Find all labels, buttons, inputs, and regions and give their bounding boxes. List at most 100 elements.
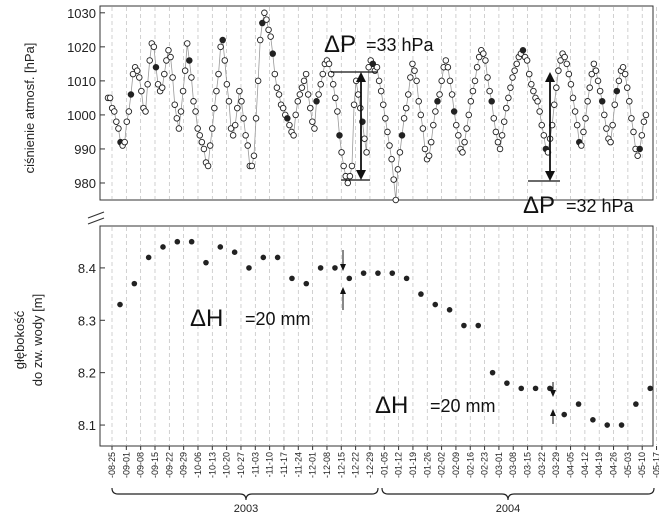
delta-p-annotation-1: ΔP =33 hPa [324, 31, 435, 181]
pressure-point [142, 108, 149, 115]
x-tick-label: -02-16 [465, 452, 475, 478]
pressure-point [628, 115, 635, 122]
pressure-point-filled [313, 98, 320, 105]
depth-point [389, 270, 396, 276]
pressure-point [565, 70, 573, 78]
pressure-point [390, 176, 397, 183]
x-tick-label: -12-01 [308, 452, 318, 478]
top-y-tick-label: 1000 [67, 108, 96, 123]
pressure-point [417, 111, 425, 119]
pressure-point [273, 84, 281, 91]
pressure-point [123, 118, 131, 125]
pressure-point [240, 115, 247, 122]
pressure-point [386, 142, 393, 149]
pressure-point [329, 81, 337, 88]
x-tick-label: -05-03 [623, 452, 633, 478]
depth-point [360, 270, 367, 276]
delta-p-arrowhead-down-2 [545, 171, 555, 181]
pressure-point [317, 81, 324, 88]
pressure-point [419, 125, 427, 132]
x-tick-label: -03-01 [494, 452, 504, 478]
pressure-point [194, 125, 201, 132]
pressure-point [261, 9, 268, 17]
pressure-point [623, 84, 631, 91]
pressure-point [175, 125, 183, 132]
depth-point [547, 385, 553, 392]
pressure-point [507, 84, 514, 91]
pressure-point [309, 118, 316, 125]
x-tick-label: -10-27 [236, 452, 246, 478]
pressure-point [409, 60, 416, 68]
pressure-point [484, 74, 491, 81]
x-tick-label: -11-03 [250, 452, 260, 477]
pressure-point [530, 87, 537, 95]
pressure-point [292, 111, 299, 119]
pressure-point [582, 115, 589, 122]
pressure-point [190, 98, 197, 105]
pressure-point [492, 128, 500, 136]
pressure-point-filled [613, 87, 621, 95]
pressure-point [256, 36, 264, 44]
x-tick-label: -09-29 [179, 452, 189, 478]
x-tick-label: -11-10 [265, 452, 275, 477]
pressure-point-filled [450, 108, 458, 115]
pressure-point [215, 70, 222, 78]
pressure-point [465, 111, 473, 119]
pressure-point [586, 84, 593, 91]
depth-point [618, 422, 625, 428]
pressure-point [503, 104, 510, 112]
pressure-point [415, 98, 422, 105]
x-date-labels: -08-25 -09-01 -09-08 -09-15 -09-22 -09-29 -10-… [107, 446, 659, 478]
x-tick-label: -09-08 [136, 452, 146, 478]
pressure-point [400, 115, 408, 122]
bottom-y-axis-title-line1: głębokość [12, 310, 27, 369]
x-tick-label: -12-22 [351, 452, 361, 478]
pressure-point [196, 132, 204, 139]
pressure-point [511, 67, 518, 74]
pressure-point [154, 81, 162, 88]
x-tick-label: -01-19 [408, 452, 418, 478]
pressure-point [540, 132, 548, 139]
pressure-point [538, 121, 545, 129]
pressure-point [221, 57, 229, 64]
pressure-point [192, 108, 199, 115]
pressure-point [338, 149, 345, 156]
pressure-point [294, 98, 302, 105]
pressure-point [384, 128, 391, 136]
pressure-point [567, 81, 575, 88]
pressure-point [125, 108, 133, 115]
depth-point [303, 280, 310, 287]
pressure-point [298, 84, 306, 91]
depth-point [418, 291, 424, 297]
pressure-point [115, 125, 122, 132]
x-tick-label: -02-02 [437, 452, 447, 478]
pressure-point [319, 70, 327, 78]
pressure-point [167, 53, 174, 61]
depth-point [131, 280, 138, 287]
pressure-point [133, 67, 141, 74]
pressure-point [344, 179, 352, 187]
top-y-tick-label: 980 [74, 176, 96, 191]
pressure-point [177, 108, 185, 115]
pressure-point [382, 115, 389, 122]
pressure-point [396, 149, 404, 156]
top-y-tick-label: 1020 [67, 40, 96, 55]
pressure-point [584, 98, 591, 105]
delta-p-arrowhead-up-2 [545, 72, 555, 82]
pressure-point [373, 64, 381, 71]
pressure-point [550, 101, 558, 108]
delta-h-arrow-1a [340, 264, 346, 271]
depth-point [274, 254, 281, 261]
pressure-point [211, 104, 218, 112]
pressure-point [467, 98, 475, 105]
delta-h-value-2: =20 mm [430, 396, 496, 416]
pressure-point [513, 60, 520, 68]
pressure-point [327, 70, 335, 78]
top-grid [111, 7, 657, 199]
pressure-point [254, 77, 262, 85]
pressure-point [209, 125, 216, 132]
pressure-point [448, 91, 456, 98]
pressure-point [113, 118, 120, 125]
delta-p-symbol-1: ΔP [324, 31, 356, 58]
